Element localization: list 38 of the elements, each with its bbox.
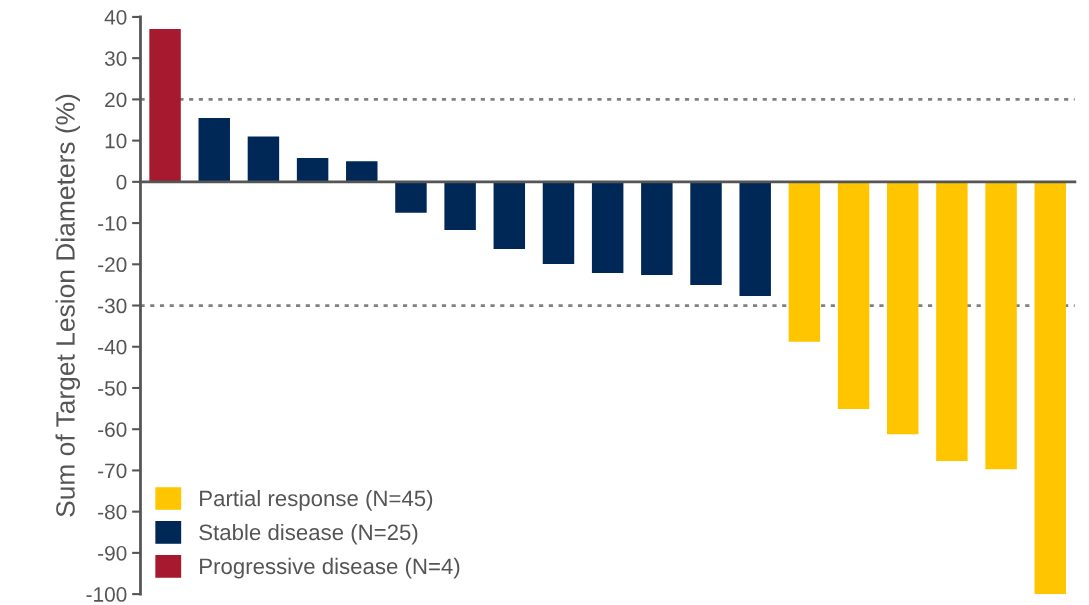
y-tick-label: -20 [98,257,127,273]
bar [641,181,673,276]
y-axis-title: Sum of Target Lesion Diameters (%) [55,94,81,517]
y-tick-label: -40 [98,339,127,355]
legend-label: Partial response (N=45) [200,489,433,511]
bar [247,136,280,182]
y-tick-label: -80 [98,504,127,520]
bar [542,181,575,264]
legend-label: Progressive disease (N=4) [200,557,460,579]
bar [198,117,230,182]
y-tick-label: -10 [98,216,127,231]
bar [936,181,968,461]
bar [886,181,919,435]
bar [837,181,870,409]
y-tick-label: -90 [98,545,127,561]
bar [444,181,476,231]
y-tick-label: -50 [98,380,127,396]
y-tick-label: 40 [104,9,127,25]
bar [591,181,624,273]
y-tick-label: 0 [116,174,127,190]
bar [788,181,821,342]
bar [395,181,427,213]
y-tick-label: -60 [98,422,127,437]
bar [985,181,1017,470]
y-tick-label: -70 [98,463,127,479]
y-tick-label: 30 [104,51,127,66]
bar [346,161,378,182]
bar [493,181,526,250]
y-tick-label: 10 [105,133,127,149]
y-tick-label: -30 [98,298,127,314]
y-tick-label: 20 [105,92,127,108]
y-tick-label: -100 [86,587,127,602]
bar [149,28,181,182]
bar [690,181,722,285]
bar [739,181,771,297]
legend-label: Stable disease (N=25) [199,523,418,545]
bar [296,157,329,182]
bar [1034,181,1066,595]
